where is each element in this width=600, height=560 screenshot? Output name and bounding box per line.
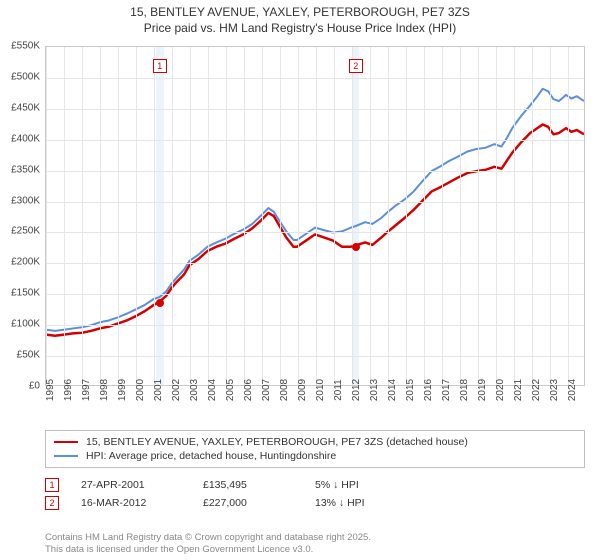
footer-line-1: Contains HM Land Registry data © Crown c… [45, 532, 585, 544]
event-date: 27-APR-2001 [81, 479, 181, 491]
plot-area: 12 £0£50K£100K£150K£200K£250K£300K£350K£… [45, 46, 585, 386]
event-price: £135,495 [203, 479, 293, 491]
footer-line-2: This data is licensed under the Open Gov… [45, 544, 585, 556]
chart-container: 15, BENTLEY AVENUE, YAXLEY, PETERBOROUGH… [0, 0, 600, 560]
event-row: 2 16-MAR-2012 £227,000 13% ↓ HPI [45, 494, 585, 512]
event-marker: 2 [45, 496, 59, 510]
legend-item: 15, BENTLEY AVENUE, YAXLEY, PETERBOROUGH… [54, 435, 576, 449]
legend-label: 15, BENTLEY AVENUE, YAXLEY, PETERBOROUGH… [86, 436, 468, 448]
event-marker: 1 [45, 478, 59, 492]
event-delta: 13% ↓ HPI [315, 497, 585, 509]
event-date: 16-MAR-2012 [81, 497, 181, 509]
chart-title: 15, BENTLEY AVENUE, YAXLEY, PETERBOROUGH… [0, 0, 600, 36]
legend-item: HPI: Average price, detached house, Hunt… [54, 449, 576, 463]
events-table: 1 27-APR-2001 £135,495 5% ↓ HPI 2 16-MAR… [45, 476, 585, 512]
series-layer [46, 47, 584, 385]
event-price: £227,000 [203, 497, 293, 509]
title-line-1: 15, BENTLEY AVENUE, YAXLEY, PETERBOROUGH… [0, 4, 600, 20]
event-delta: 5% ↓ HPI [315, 479, 585, 491]
legend-swatch [54, 441, 78, 443]
legend-swatch [54, 455, 78, 457]
legend-box: 15, BENTLEY AVENUE, YAXLEY, PETERBOROUGH… [45, 430, 585, 468]
title-line-2: Price paid vs. HM Land Registry's House … [0, 20, 600, 36]
legend-label: HPI: Average price, detached house, Hunt… [86, 450, 336, 462]
footer-attribution: Contains HM Land Registry data © Crown c… [45, 532, 585, 556]
plot-box: 12 [45, 46, 585, 386]
event-row: 1 27-APR-2001 £135,495 5% ↓ HPI [45, 476, 585, 494]
